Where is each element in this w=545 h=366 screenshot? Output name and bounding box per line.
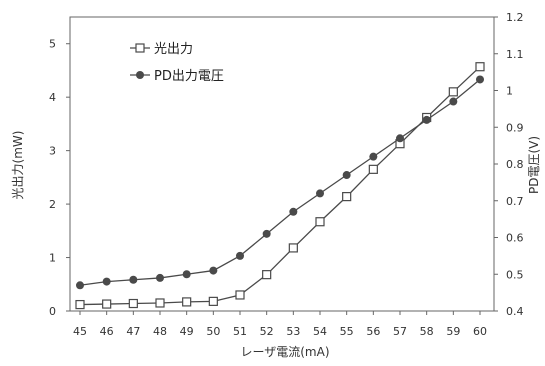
plot-area	[69, 16, 495, 312]
data-point-pd-voltage	[76, 281, 84, 290]
x-tick-label: 49	[180, 325, 194, 338]
x-tick-label: 52	[260, 325, 274, 338]
data-point-light-output	[102, 299, 112, 309]
x-tick-label: 50	[206, 325, 220, 338]
x-tick-label: 48	[153, 325, 167, 338]
legend-marker-open-square	[135, 43, 145, 53]
data-point-pd-voltage	[449, 97, 458, 106]
data-point-pd-voltage	[316, 189, 324, 198]
data-point-pd-voltage	[209, 266, 218, 275]
y-axis-right-title: PD電圧(V)	[527, 136, 541, 194]
x-tick-label: 58	[420, 325, 434, 338]
x-tick-label: 45	[73, 325, 87, 338]
y-right-tick-label: 1.1	[506, 48, 524, 61]
data-point-pd-voltage	[369, 152, 378, 161]
data-point-pd-voltage	[342, 171, 351, 180]
x-axis-title: レーザ電流(mA)	[240, 345, 329, 359]
x-tick-label: 53	[286, 325, 300, 338]
data-point-pd-voltage	[476, 75, 484, 84]
legend-label-light-output: 光出力	[154, 42, 193, 57]
y-axis-left-title: 光出力(mW)	[11, 131, 25, 200]
legend-label-pd-voltage: PD出力電圧	[154, 69, 224, 84]
data-point-light-output	[155, 298, 165, 308]
y-right-tick-label: 0.4	[506, 305, 524, 318]
data-point-pd-voltage	[396, 134, 404, 143]
data-point-pd-voltage	[156, 273, 164, 282]
data-point-pd-voltage	[236, 251, 244, 260]
x-tick-label: 55	[340, 325, 354, 338]
data-point-pd-voltage	[289, 207, 298, 216]
y-right-tick-label: 0.9	[506, 121, 524, 134]
y-left-tick-label: 5	[49, 38, 56, 51]
data-point-light-output	[448, 87, 458, 97]
data-point-pd-voltage	[262, 229, 271, 238]
data-point-light-output	[208, 296, 218, 306]
data-point-light-output	[75, 299, 85, 310]
data-point-light-output	[235, 290, 245, 300]
y-left-tick-label: 4	[49, 91, 56, 104]
y-right-tick-label: 0.7	[506, 195, 524, 208]
y-left-tick-label: 0	[49, 305, 56, 318]
legend-marker-filled-circle	[136, 71, 144, 79]
y-left-tick-label: 2	[49, 198, 56, 211]
y-left-tick-label: 1	[49, 252, 56, 265]
x-tick-label: 47	[126, 325, 140, 338]
y-right-tick-label: 0.6	[506, 232, 524, 245]
data-point-pd-voltage	[129, 275, 138, 284]
series-line-pd-voltage	[79, 78, 481, 286]
y-right-tick-label: 0.5	[506, 268, 524, 281]
x-tick-label: 51	[233, 325, 247, 338]
x-tick-label: 57	[393, 325, 407, 338]
data-point-pd-voltage	[102, 277, 111, 286]
x-tick-label: 56	[366, 325, 380, 338]
data-point-light-output	[182, 297, 192, 307]
x-tick-label: 59	[446, 325, 460, 338]
x-tick-label: 46	[100, 325, 114, 338]
y-left-tick-label: 3	[49, 145, 56, 158]
y-right-tick-label: 1	[506, 85, 513, 98]
x-tick-label: 60	[473, 325, 487, 338]
data-point-light-output	[342, 192, 352, 202]
x-tick-label: 54	[313, 325, 327, 338]
data-point-light-output	[475, 62, 485, 72]
legend: 光出力 PD出力電圧	[130, 42, 224, 84]
series-line-light-output	[79, 66, 481, 306]
data-point-pd-voltage	[422, 115, 431, 124]
y-right-tick-label: 1.2	[506, 11, 524, 24]
data-point-light-output	[262, 270, 272, 280]
y-right-tick-label: 0.8	[506, 158, 524, 171]
data-point-light-output	[288, 243, 298, 253]
data-point-light-output	[128, 298, 138, 309]
data-point-pd-voltage	[182, 270, 191, 279]
data-point-light-output	[315, 217, 325, 227]
data-point-light-output	[368, 164, 378, 174]
